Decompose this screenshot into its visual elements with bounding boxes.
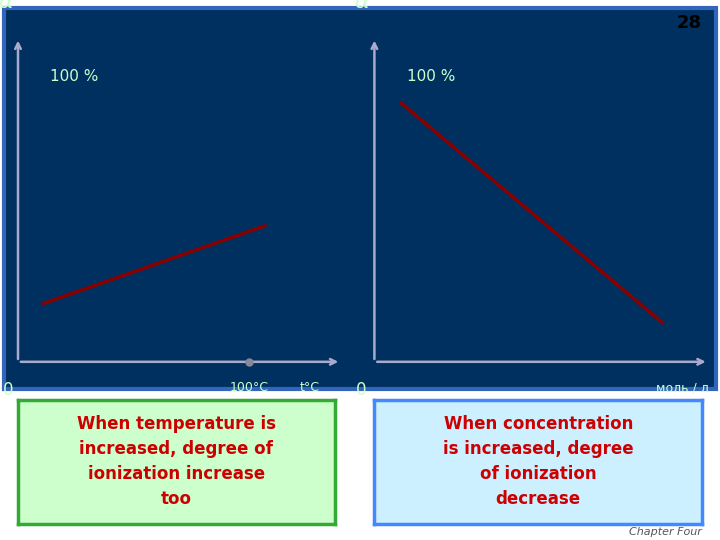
Text: α: α: [354, 0, 369, 12]
Text: t°C: t°C: [300, 381, 320, 394]
Text: 100 %: 100 %: [408, 69, 456, 84]
Text: 0: 0: [4, 381, 14, 399]
Text: моль / л: моль / л: [656, 381, 708, 394]
Text: 100°C: 100°C: [230, 381, 269, 394]
Text: 100 %: 100 %: [50, 69, 98, 84]
Text: 28: 28: [677, 14, 702, 31]
Text: When concentration
is increased, degree
of ionization
decrease: When concentration is increased, degree …: [443, 415, 634, 508]
Text: 0: 0: [356, 381, 366, 399]
Text: Chapter Four: Chapter Four: [629, 527, 702, 537]
Text: When temperature is
increased, degree of
ionization increase
too: When temperature is increased, degree of…: [77, 415, 276, 508]
Text: α: α: [0, 0, 13, 12]
